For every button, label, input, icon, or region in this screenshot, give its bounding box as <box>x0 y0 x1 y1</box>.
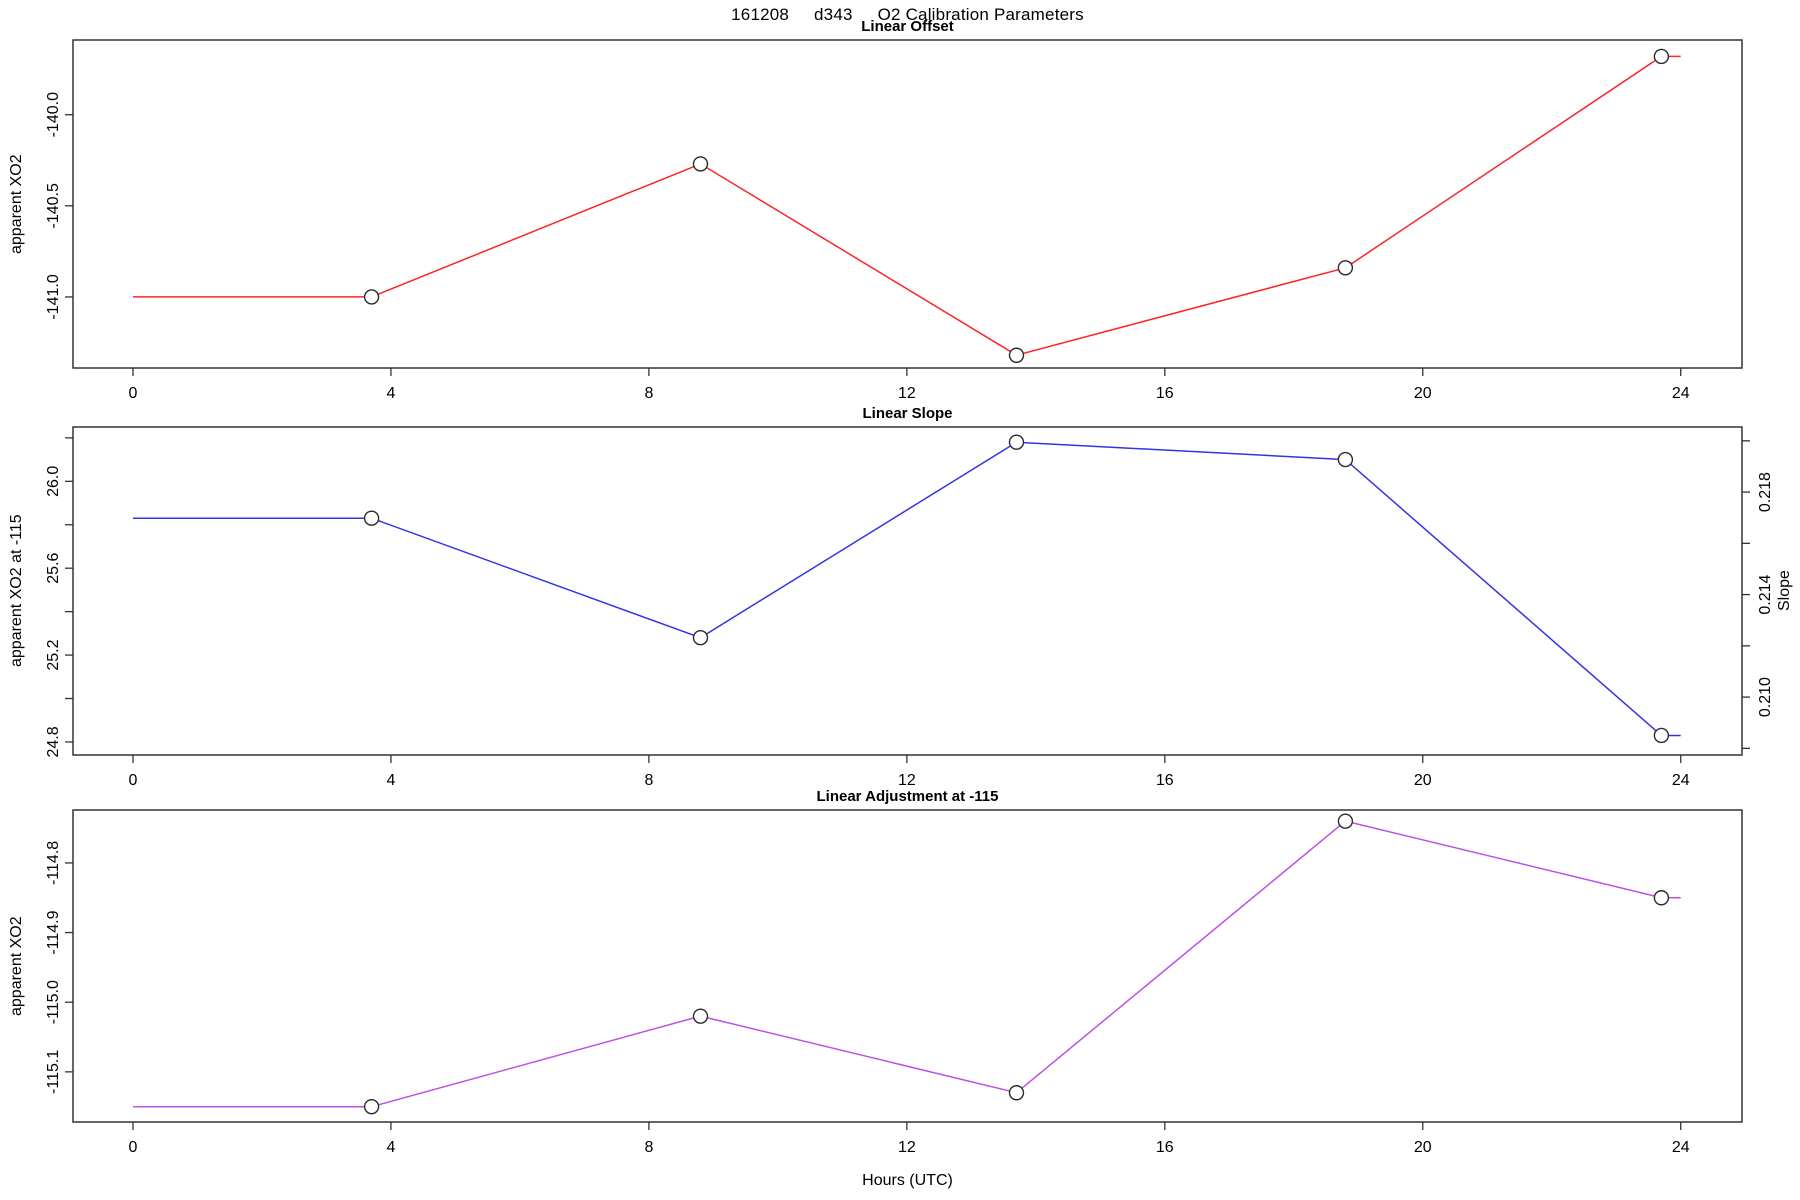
y-tick-label: -140.0 <box>45 92 62 137</box>
x-tick-label: 16 <box>1156 385 1174 402</box>
data-point-marker <box>363 289 380 305</box>
y-tick-label: -141.0 <box>45 274 62 319</box>
y-tick-label: -115.0 <box>45 980 62 1024</box>
data-point-marker <box>692 156 709 172</box>
data-point-marker <box>1337 451 1354 468</box>
y-tick-label: 25.2 <box>45 639 62 670</box>
x-tick-label: 24 <box>1672 772 1690 789</box>
panel1-ylabel: apparent XO2 <box>8 154 25 254</box>
x-tick-label: 0 <box>129 772 138 789</box>
plot-box <box>72 39 1743 369</box>
y-right-tick-label: 0.210 <box>1757 677 1774 717</box>
x-tick-label: 20 <box>1414 1139 1432 1156</box>
x-tick-label: 12 <box>898 1139 916 1156</box>
x-tick-label: 24 <box>1672 385 1690 402</box>
data-point-marker <box>1008 434 1025 450</box>
plot-box <box>72 426 1743 756</box>
y-tick-label: 26.0 <box>45 466 62 497</box>
x-tick-label: 0 <box>129 1139 138 1156</box>
data-point-marker <box>1653 727 1670 744</box>
y-tick-label: -114.8 <box>45 841 62 885</box>
data-point-marker <box>692 630 709 646</box>
panel3-ylabel: apparent XO2 <box>8 916 25 1016</box>
data-point-marker <box>363 1098 380 1115</box>
series-line <box>133 55 1681 357</box>
x-tick-label: 0 <box>129 385 138 402</box>
data-point-marker <box>692 1008 709 1024</box>
x-tick-label: 16 <box>1156 1139 1174 1156</box>
y-tick-label: -140.5 <box>45 183 62 228</box>
y-right-tick-label: 0.218 <box>1757 472 1774 512</box>
x-tick-label: 8 <box>644 772 653 789</box>
data-point-marker <box>1008 1085 1025 1101</box>
figure-title: 161208 d343 O2 Calibration Parameters <box>73 5 1742 25</box>
series-line <box>133 441 1681 737</box>
x-tick-label: 8 <box>644 385 653 402</box>
panel3-title: Linear Adjustment at -115 <box>816 788 999 805</box>
x-tick-label: 8 <box>644 1139 653 1156</box>
y-tick-label: -114.9 <box>45 910 62 954</box>
panel2-title: Linear Slope <box>862 405 953 422</box>
data-point-marker <box>1653 890 1670 906</box>
x-tick-label: 12 <box>898 385 916 402</box>
x-tick-label: 12 <box>898 772 916 789</box>
y-tick-label: -115.1 <box>45 1050 62 1094</box>
x-tick-label: 20 <box>1414 772 1432 789</box>
figure-title-day: d343 <box>814 5 853 24</box>
data-point-marker <box>363 510 380 526</box>
data-point-marker <box>1653 48 1670 65</box>
x-tick-label: 20 <box>1414 385 1432 402</box>
xaxis-label: Hours (UTC) <box>862 1172 953 1189</box>
data-point-marker <box>1008 347 1025 363</box>
figure-title-text: O2 Calibration Parameters <box>877 5 1084 24</box>
x-tick-label: 4 <box>386 1139 395 1156</box>
panel1-title: Linear Offset <box>861 18 954 35</box>
panel2-ylabel: apparent XO2 at -115 <box>8 514 25 668</box>
data-point-marker <box>1337 260 1354 276</box>
y-right-tick-label: 0.214 <box>1757 574 1774 614</box>
y-tick-label: 25.6 <box>45 553 62 584</box>
x-tick-label: 16 <box>1156 772 1174 789</box>
series-line <box>133 820 1681 1108</box>
x-tick-label: 24 <box>1672 1139 1690 1156</box>
figure-title-date: 161208 <box>731 5 790 24</box>
x-tick-label: 4 <box>386 772 395 789</box>
data-point-marker <box>1337 813 1354 829</box>
x-tick-label: 4 <box>386 385 395 402</box>
y-tick-label: 24.8 <box>45 726 62 757</box>
panel2-ylabel-right: Slope <box>1776 570 1793 612</box>
